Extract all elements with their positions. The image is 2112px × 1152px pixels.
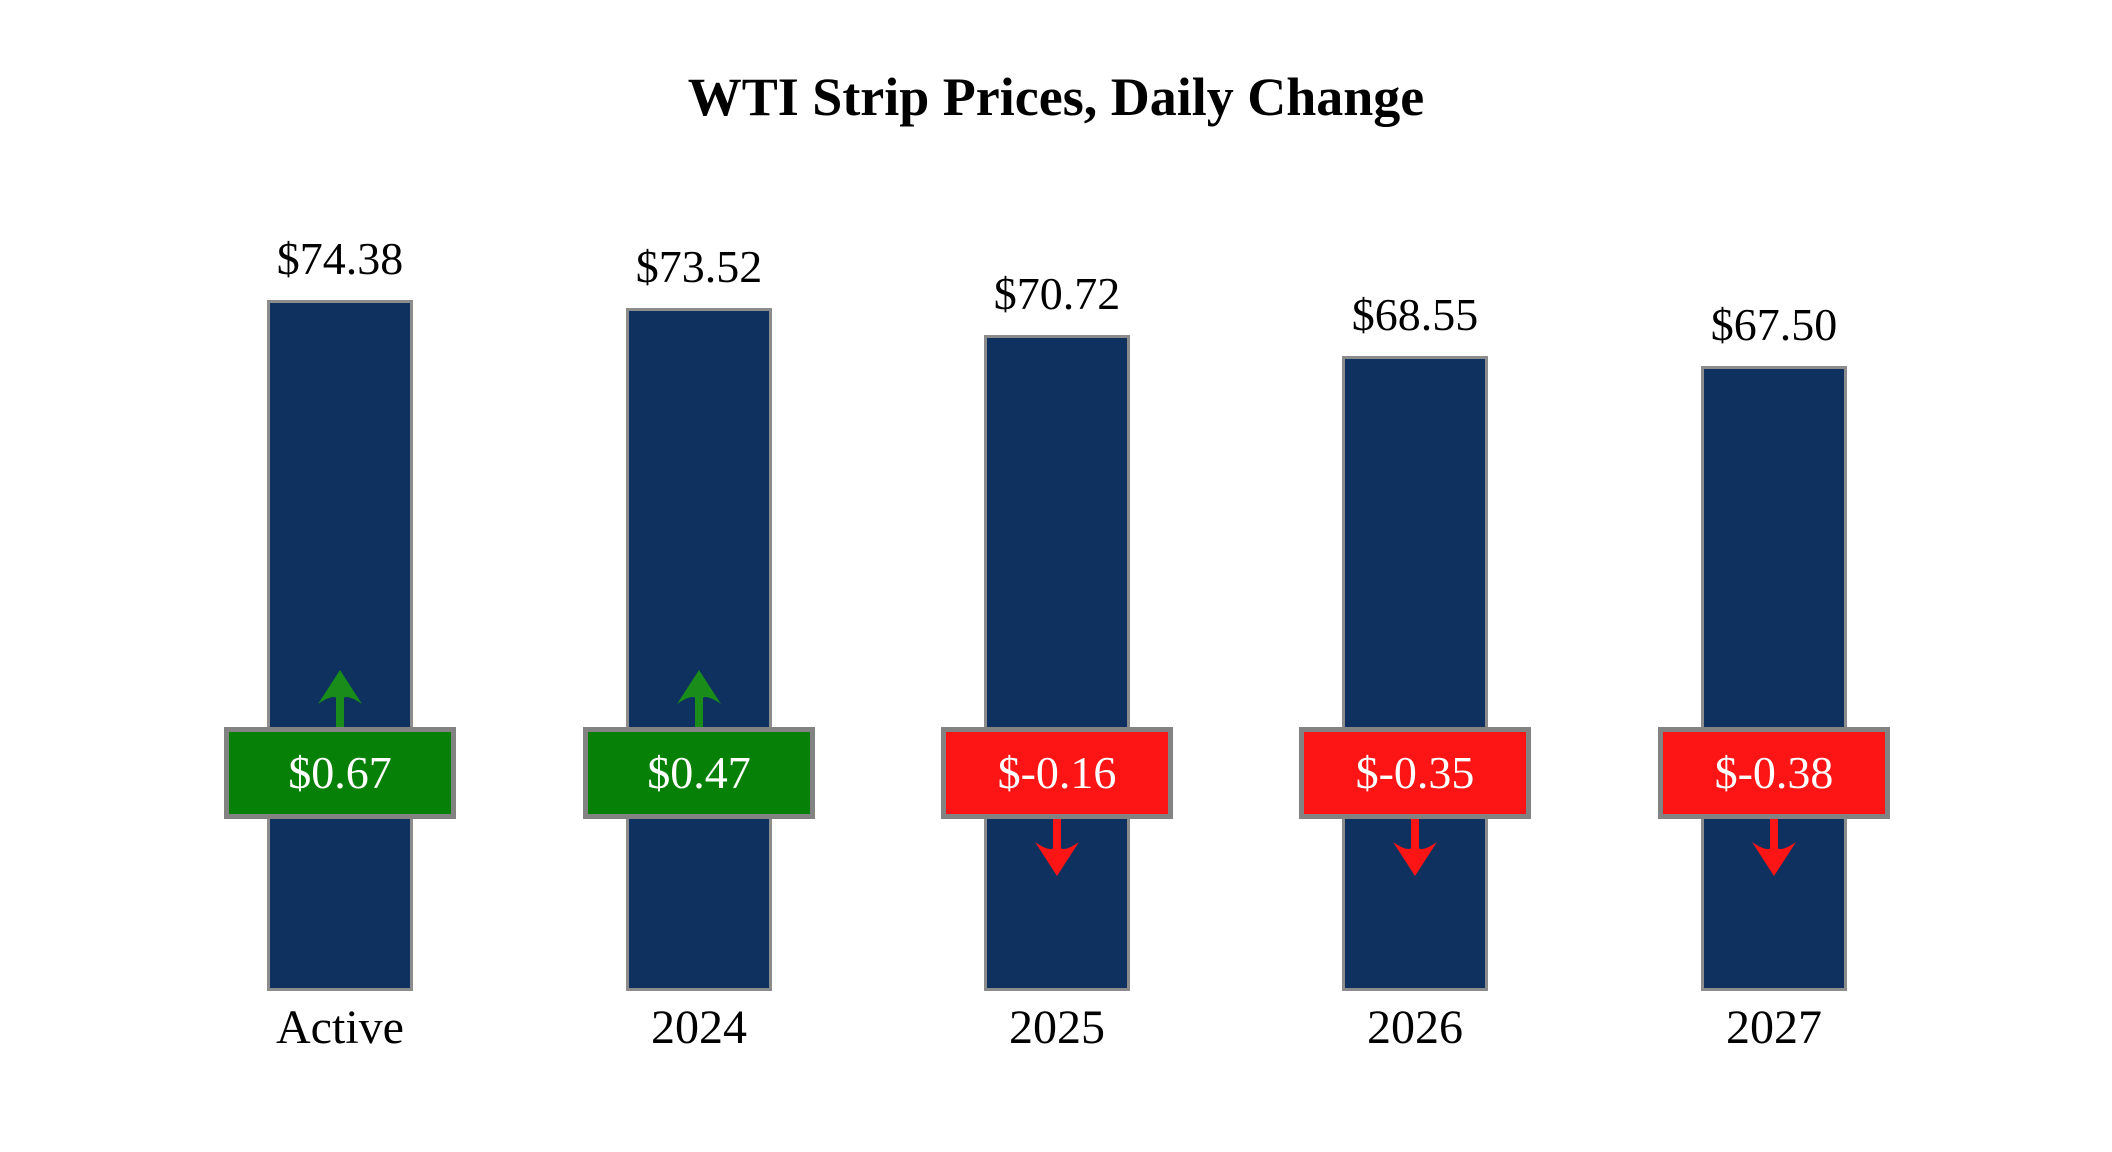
category-label: 2024 [651,1001,747,1054]
change-badge: $-0.16 [941,727,1173,819]
strip-price-bar [267,300,413,991]
price-label: $70.72 [993,268,1121,319]
change-badge-label: $-0.35 [1355,747,1475,798]
change-badge-label: $0.67 [288,747,392,798]
price-label: $67.50 [1710,299,1838,350]
change-badge: $-0.38 [1658,727,1890,819]
chart-title: WTI Strip Prices, Daily Change [687,67,1425,127]
price-label: $68.55 [1351,289,1479,340]
strip-price-bar [626,308,772,991]
price-label: $73.52 [635,241,763,292]
change-badge-label: $0.47 [647,747,751,798]
change-badge: $-0.35 [1299,727,1531,819]
change-badge: $0.47 [583,727,815,819]
change-badge-label: $-0.38 [1714,747,1834,798]
category-label: 2026 [1367,1001,1463,1054]
down-arrow-icon [1743,817,1805,877]
category-label: 2027 [1726,1001,1822,1054]
down-arrow-icon [1026,817,1088,877]
category-label: 2025 [1009,1001,1105,1054]
up-arrow-icon [668,669,730,729]
price-label: $74.38 [276,233,404,284]
down-arrow-icon [1384,817,1446,877]
change-badge: $0.67 [224,727,456,819]
strip-price-bar [984,335,1130,991]
strip-price-bar [1342,356,1488,991]
strip-price-bar [1701,366,1847,991]
category-label: Active [276,1001,404,1054]
change-badge-label: $-0.16 [997,747,1117,798]
up-arrow-icon [309,669,371,729]
